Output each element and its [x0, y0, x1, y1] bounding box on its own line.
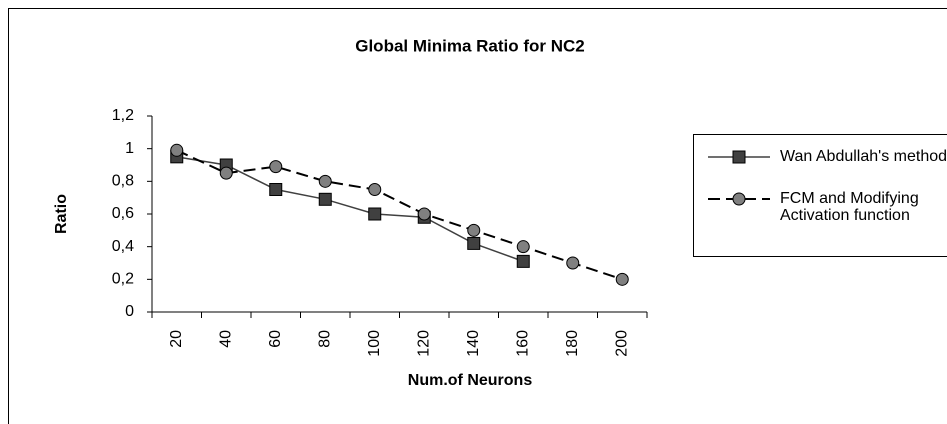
marker [417, 207, 431, 221]
y-tick-label: 0,4 [112, 238, 134, 255]
y-tick-label: 1,2 [112, 107, 134, 124]
y-tick-label: 0 [125, 303, 134, 320]
marker [516, 254, 530, 268]
x-tick-label: 40 [217, 330, 234, 348]
x-tick-label: 160 [514, 330, 531, 357]
marker [318, 174, 332, 188]
marker [467, 236, 481, 250]
x-tick-label: 60 [267, 330, 284, 348]
legend-marker [732, 150, 746, 164]
x-tick-label: 200 [613, 330, 630, 357]
x-tick-label: 140 [465, 330, 482, 357]
y-tick-label: 0,8 [112, 173, 134, 190]
marker [566, 256, 580, 270]
y-tick-label: 0,2 [112, 271, 134, 288]
x-tick-label: 100 [366, 330, 383, 357]
marker [368, 207, 382, 221]
y-tick-label: 0,6 [112, 205, 134, 222]
x-tick-label: 80 [316, 330, 333, 348]
legend-marker [732, 192, 746, 206]
x-axis-title: Num.of Neurons [408, 372, 533, 389]
x-tick-label: 180 [564, 330, 581, 357]
marker [269, 183, 283, 196]
marker [219, 166, 233, 180]
chart-title: Global Minima Ratio for NC2 [355, 36, 585, 55]
legend-label: Wan Abdullah's method [780, 148, 947, 165]
series-line [176, 156, 524, 263]
marker [269, 160, 283, 174]
marker [516, 240, 530, 254]
marker [170, 143, 184, 157]
marker [615, 272, 629, 286]
x-tick-label: 20 [168, 330, 185, 348]
x-tick-label: 120 [415, 330, 432, 357]
series-line [176, 149, 623, 281]
marker [467, 223, 481, 237]
marker [368, 183, 382, 196]
y-tick-label: 1 [125, 140, 134, 157]
y-axis-title: Ratio [53, 194, 70, 234]
marker [318, 192, 332, 206]
legend-label: FCM and Modifying Activation function [780, 190, 919, 224]
